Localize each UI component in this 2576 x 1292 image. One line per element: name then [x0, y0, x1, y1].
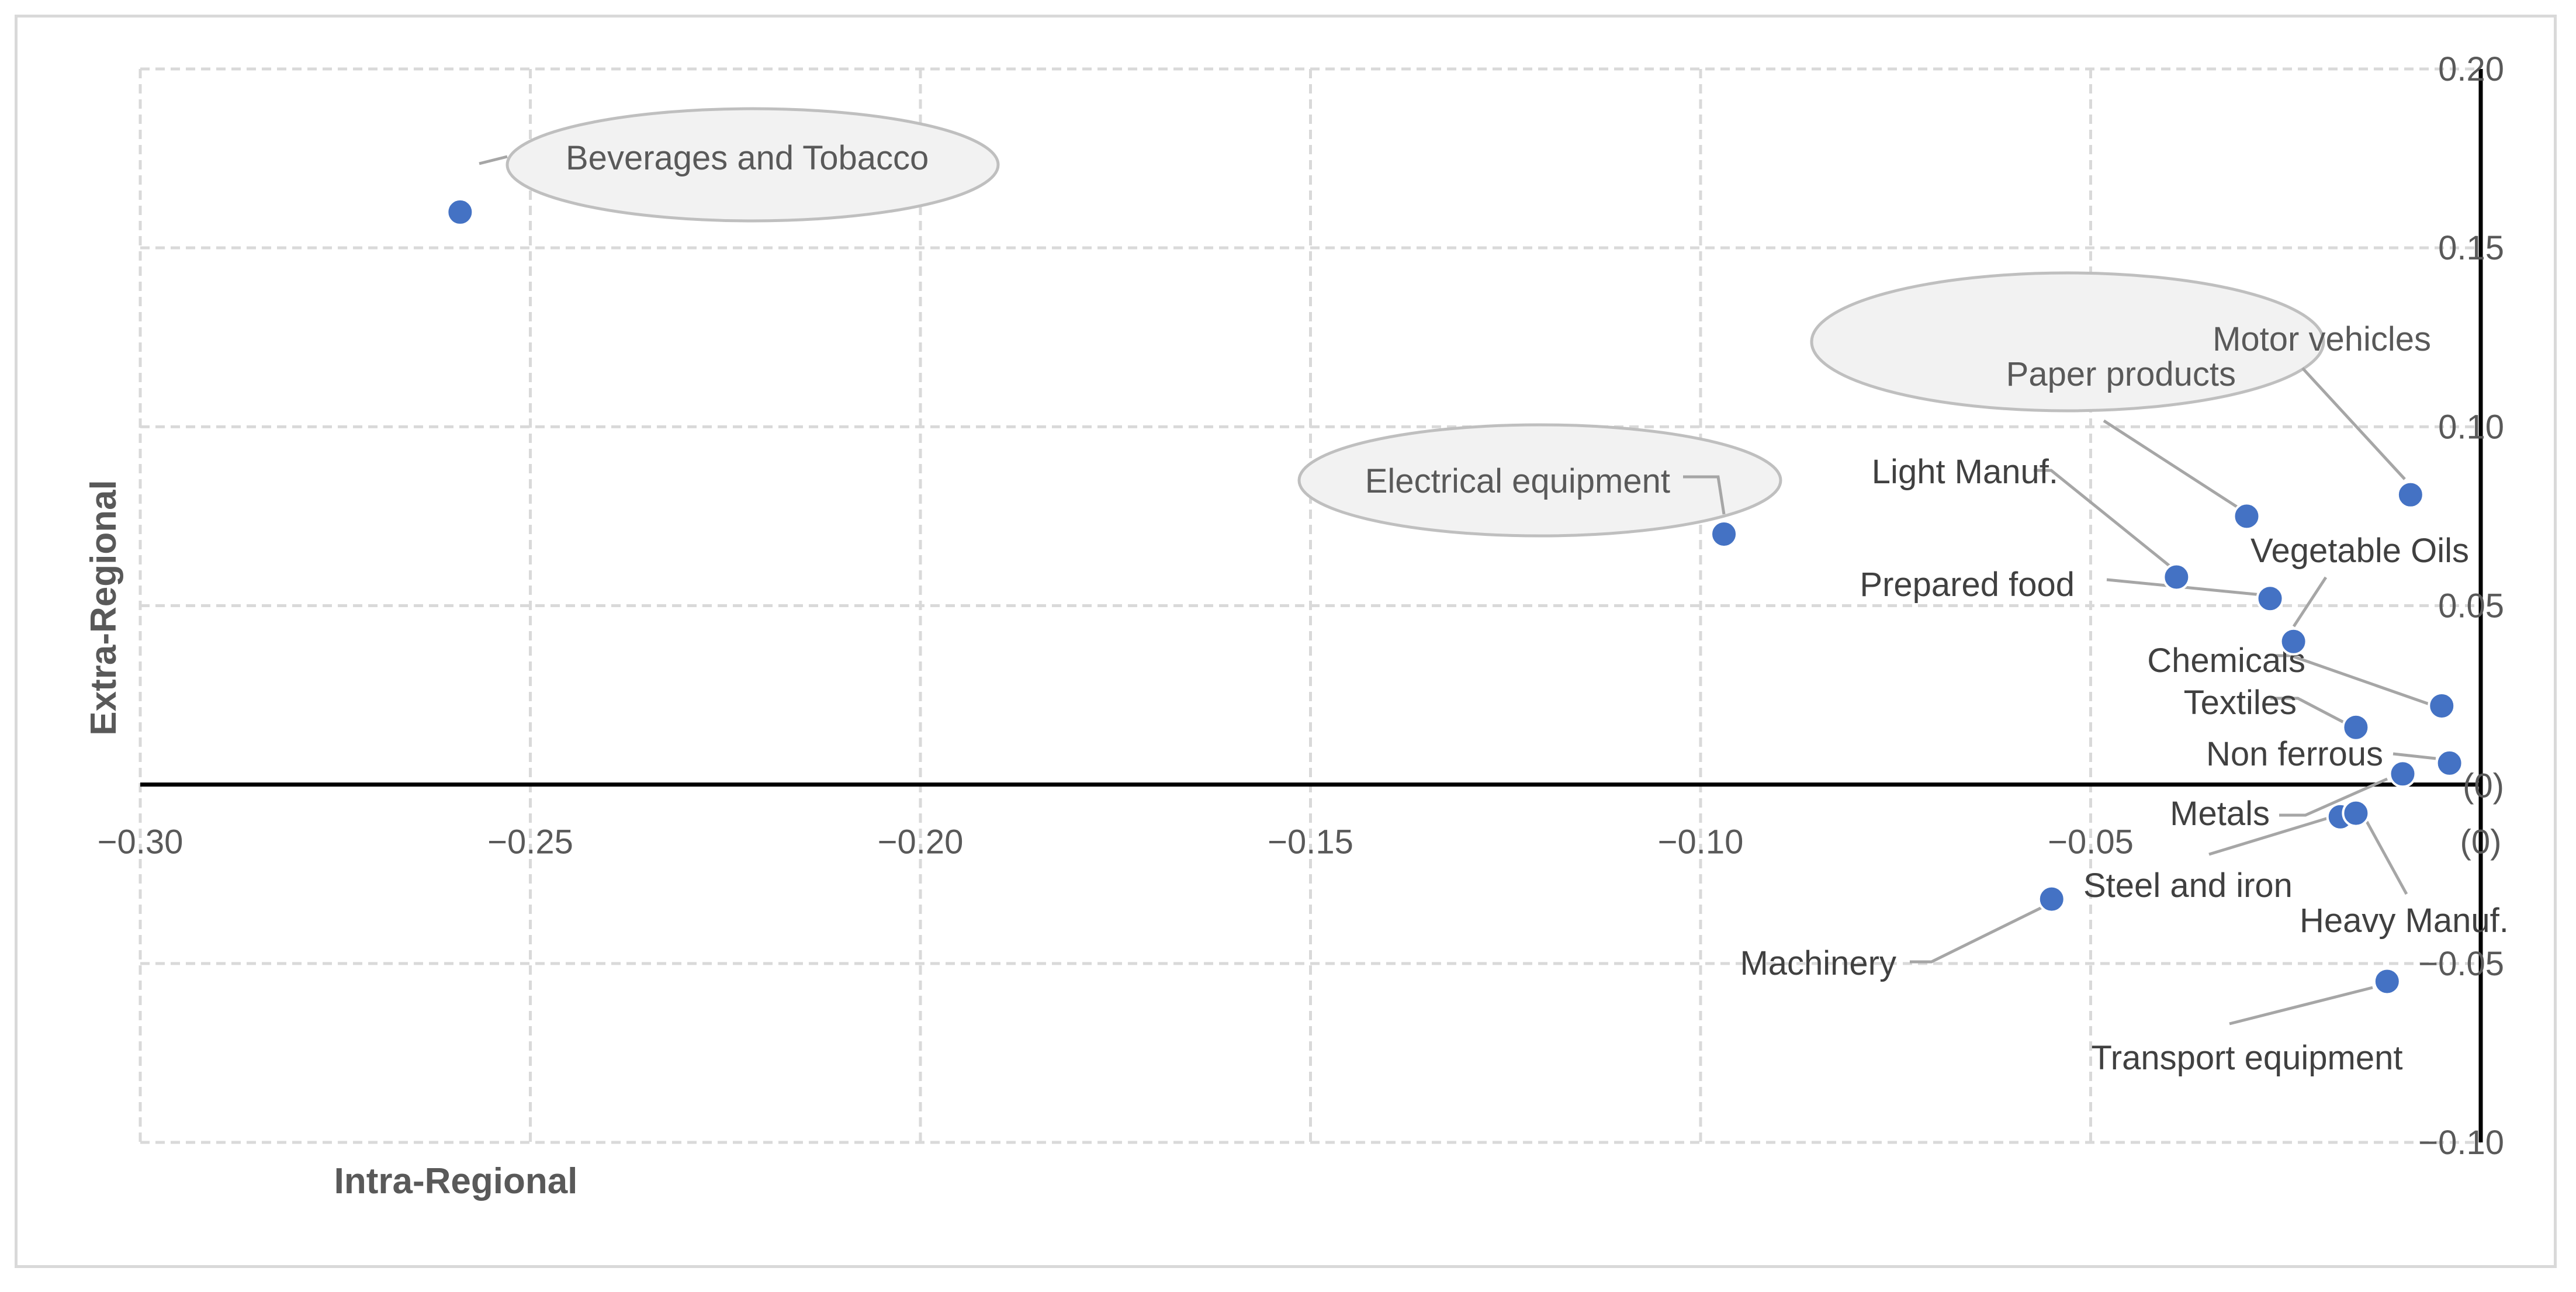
data-point: [2256, 584, 2284, 613]
leader-line: [1910, 904, 2047, 964]
y-tick-label: (0): [2463, 767, 2504, 805]
highlight-ellipse: [1810, 271, 2325, 413]
data-point: [2232, 502, 2261, 531]
point-label: Light Manuf.: [1872, 453, 2058, 491]
leader-line: [2301, 367, 2406, 480]
data-point: [2342, 799, 2370, 827]
leader-line: [2103, 419, 2242, 511]
y-tick-label: 0.20: [2438, 50, 2504, 88]
data-point: [2388, 760, 2417, 788]
point-label: Chemicals: [2147, 642, 2305, 680]
x-tick-label: (0): [2460, 823, 2502, 861]
point-label: Motor vehicles: [2213, 320, 2431, 358]
point-label: Beverages and Tobacco: [566, 139, 929, 177]
point-label: Machinery: [1740, 944, 1896, 982]
y-tick-label: 0.05: [2438, 587, 2504, 625]
data-point: [2342, 713, 2370, 742]
data-point: [2373, 967, 2401, 996]
data-point: [1710, 520, 1739, 549]
leader-line: [2208, 813, 2338, 856]
point-label: Non ferrous: [2206, 735, 2383, 773]
gridlines: [139, 67, 2481, 1144]
x-tick-label: −0.05: [2048, 823, 2134, 861]
point-label: Prepared food: [1860, 566, 2075, 604]
leader-line: [2365, 820, 2408, 895]
y-tick-label: 0.10: [2438, 408, 2504, 446]
data-point: [2162, 563, 2191, 591]
x-tick-label: −0.20: [878, 823, 964, 861]
point-label: Vegetable Oils: [2250, 532, 2469, 570]
y-tick-label: −0.10: [2418, 1124, 2504, 1162]
leader-line: [1683, 475, 1726, 515]
annotations: Beverages and Tobacco Electrical equipmen…: [479, 107, 2509, 1077]
data-point: [2279, 627, 2308, 656]
data-point: [2037, 885, 2066, 913]
data-point: [2435, 749, 2464, 777]
leader-line: [2393, 752, 2436, 760]
data-point: [446, 198, 475, 226]
data-points: [446, 198, 2464, 996]
point-label: Steel and iron: [2083, 867, 2293, 905]
x-tick-label: −0.10: [1658, 823, 1744, 861]
tick-labels: −0.30 −0.25 −0.20 −0.15 −0.10 −0.05 (0) 0.20 0.1…: [98, 50, 2504, 1162]
point-label: Transport equipment: [2091, 1039, 2402, 1077]
x-tick-label: −0.30: [98, 823, 183, 861]
chart-frame: [15, 15, 2557, 1268]
x-axis-title: Intra-Regional: [334, 1161, 578, 1201]
leader-line: [2292, 576, 2328, 628]
y-axis-title: Extra-Regional: [84, 480, 124, 736]
data-point: [2396, 480, 2425, 509]
axes: [140, 69, 2483, 1142]
leader-line: [2273, 654, 2430, 706]
highlight-ellipse: [505, 107, 1000, 223]
x-tick-label: −0.25: [487, 823, 573, 861]
point-label: Metals: [2170, 795, 2270, 833]
leader-line: [2270, 697, 2349, 726]
y-tick-label: −0.05: [2418, 945, 2504, 983]
point-label: Electrical equipment: [1365, 462, 1670, 500]
leader-line: [2229, 986, 2373, 1026]
point-label: Textiles: [2184, 684, 2297, 722]
point-label: Paper products: [2006, 355, 2236, 393]
data-point: [2428, 691, 2456, 720]
leader-line: [479, 155, 508, 165]
x-tick-label: −0.15: [1268, 823, 1353, 861]
highlight-ellipse: [1297, 423, 1782, 538]
leader-line: [2034, 469, 2170, 567]
point-label: Heavy Manuf.: [2300, 902, 2509, 940]
leader-line: [2279, 777, 2388, 817]
y-tick-label: 0.15: [2438, 229, 2504, 267]
